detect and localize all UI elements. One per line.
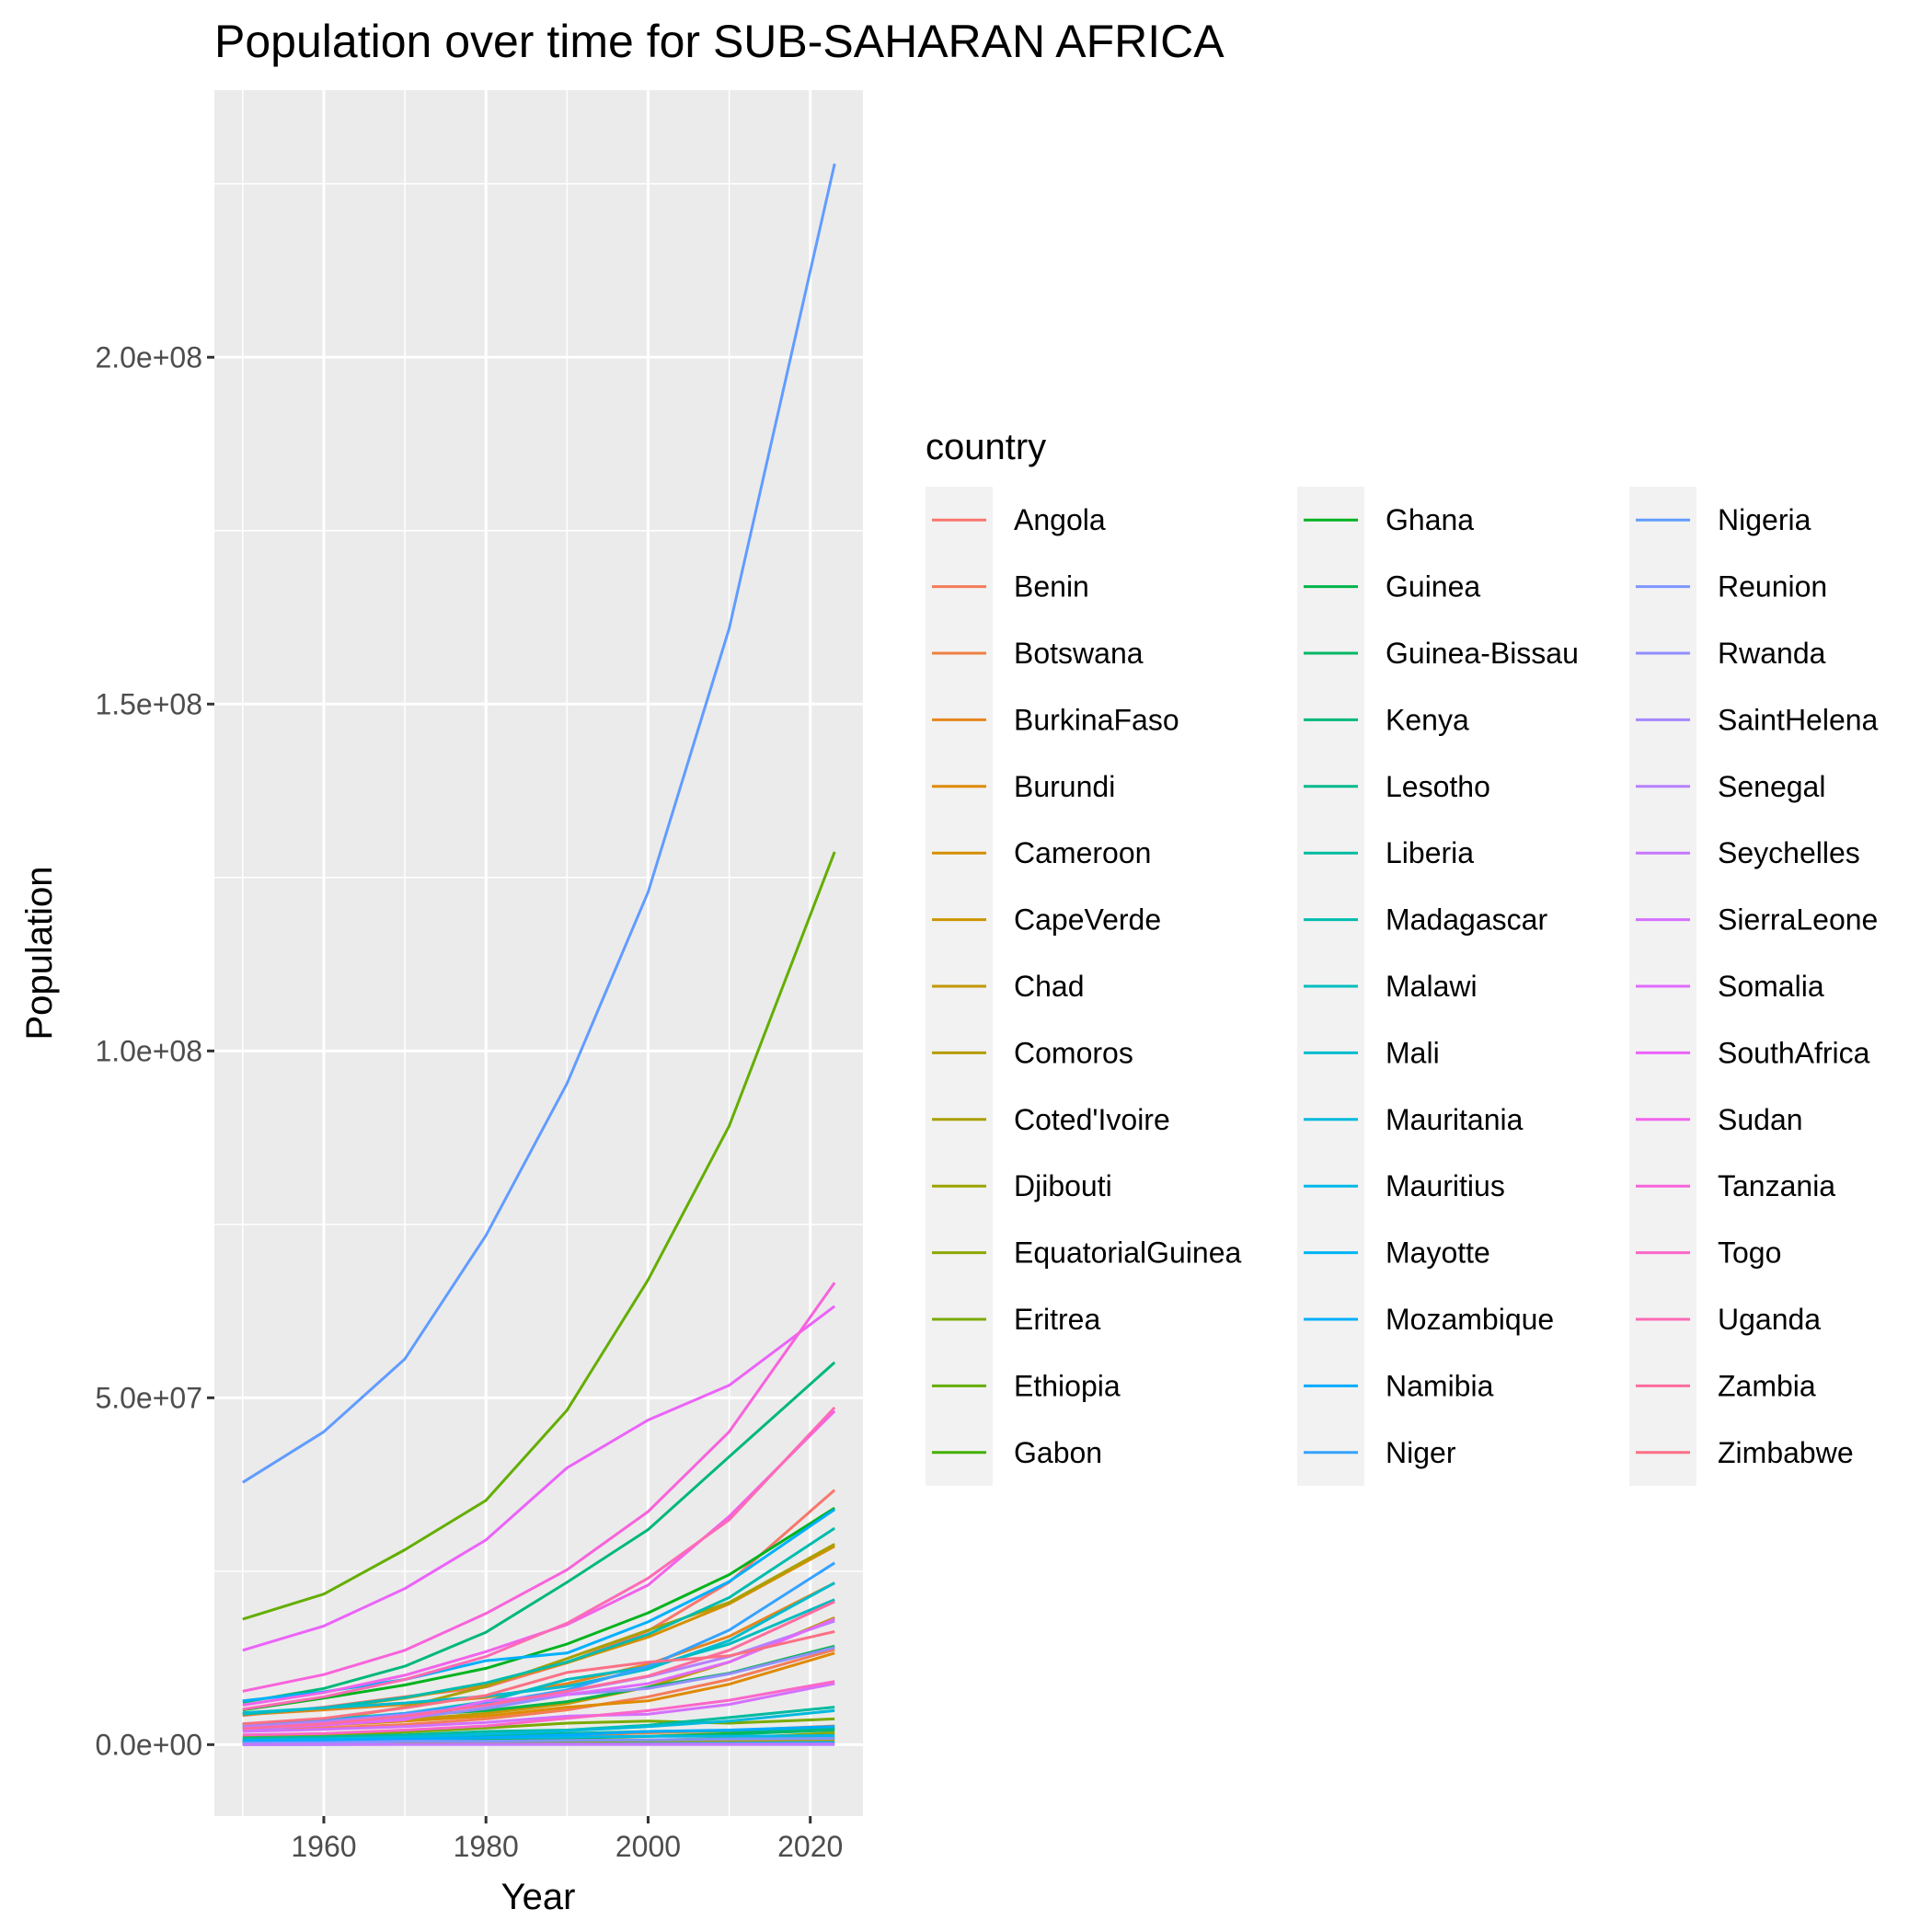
legend-label: Rwanda	[1718, 637, 1826, 670]
y-tick-label: 2.0e+08	[95, 340, 202, 374]
legend-label: Namibia	[1386, 1369, 1494, 1402]
y-tick-label: 1.0e+08	[95, 1034, 202, 1067]
legend-label: Sudan	[1718, 1103, 1803, 1136]
series-line	[242, 1682, 835, 1733]
legend-label: Reunion	[1718, 570, 1827, 604]
legend-label: Mozambique	[1386, 1303, 1554, 1336]
series-line	[242, 1361, 836, 1704]
legend-label: Liberia	[1386, 836, 1474, 869]
legend-label: Ghana	[1386, 503, 1474, 536]
legend-label: CapeVerde	[1014, 903, 1161, 937]
series-line	[242, 1742, 835, 1746]
legend-label: Comoros	[1014, 1036, 1133, 1069]
y-axis: 0.0e+00 5.0e+07 1.0e+08 1.5e+08 2.0e+08	[95, 340, 214, 1761]
legend-label: Togo	[1718, 1236, 1781, 1270]
series-line	[242, 1629, 835, 1726]
legend-label: BurkinaFaso	[1014, 703, 1179, 736]
x-tick-label: 2020	[777, 1830, 843, 1863]
legend-items: Angola Benin Botswana BurkinaFaso Burundi Cam…	[926, 487, 1879, 1486]
chart-title: Population over time for SUB-SAHARAN AFR…	[214, 16, 1225, 67]
legend-label: Mali	[1386, 1036, 1440, 1069]
legend-label: EquatorialGuinea	[1014, 1236, 1241, 1270]
legend-label: Chad	[1014, 970, 1085, 1003]
series-line	[242, 1581, 835, 1715]
legend-label: Ethiopia	[1014, 1369, 1121, 1402]
series-line	[242, 1706, 835, 1740]
legend-label: Zambia	[1718, 1369, 1816, 1402]
series-line	[242, 1648, 835, 1731]
legend-label: Djibouti	[1014, 1169, 1112, 1202]
legend-label: Burundi	[1014, 770, 1115, 803]
legend-label: Zimbabwe	[1718, 1436, 1854, 1469]
series-lines	[242, 163, 836, 1746]
series-line	[242, 1406, 836, 1711]
legend-label: Botswana	[1014, 637, 1144, 670]
legend-label: Kenya	[1386, 703, 1469, 736]
x-axis-title: Year	[501, 1877, 576, 1917]
legend-label: Nigeria	[1718, 503, 1811, 536]
x-tick-label: 1980	[454, 1830, 519, 1863]
series-line	[242, 1737, 835, 1745]
legend-label: Somalia	[1718, 970, 1824, 1003]
legend-label: Benin	[1014, 570, 1089, 604]
x-tick-label: 1960	[291, 1830, 356, 1863]
legend-label: Seychelles	[1718, 836, 1860, 869]
legend-label: Coted'Ivoire	[1014, 1103, 1170, 1136]
legend-label: Malawi	[1386, 970, 1478, 1003]
series-line	[242, 1600, 835, 1731]
series-line	[242, 1680, 835, 1737]
series-line	[242, 851, 836, 1621]
legend-label: SouthAfrica	[1718, 1036, 1870, 1069]
y-tick-label: 0.0e+00	[95, 1728, 202, 1761]
y-tick-label: 1.5e+08	[95, 687, 202, 720]
legend-label: Cameroon	[1014, 836, 1151, 869]
x-tick-label: 2000	[615, 1830, 681, 1863]
legend-label: Lesotho	[1386, 770, 1490, 803]
legend-label: Mayotte	[1386, 1236, 1490, 1270]
legend-label: SaintHelena	[1718, 703, 1879, 736]
legend-label: Eritrea	[1014, 1303, 1100, 1336]
series-line	[242, 163, 836, 1484]
legend-label: Mauritania	[1386, 1103, 1524, 1136]
series-line	[242, 1725, 835, 1743]
legend-label: Mauritius	[1386, 1169, 1505, 1202]
legend-label: Senegal	[1718, 770, 1825, 803]
legend-label: Guinea	[1386, 570, 1480, 604]
y-tick-label: 5.0e+07	[95, 1381, 202, 1414]
legend-label: Guinea-Bissau	[1386, 637, 1579, 670]
legend-title: country	[926, 427, 1046, 467]
y-axis-title: Population	[19, 866, 60, 1040]
legend-label: Gabon	[1014, 1436, 1102, 1469]
legend-label: Niger	[1386, 1436, 1456, 1469]
legend-label: Madagascar	[1386, 903, 1547, 937]
legend-label: Tanzania	[1718, 1169, 1835, 1202]
legend-label: SierraLeone	[1718, 903, 1878, 937]
series-line	[242, 1305, 836, 1652]
series-line	[242, 1282, 836, 1693]
legend-label: Angola	[1014, 503, 1106, 536]
legend: country Angola Benin Botswana BurkinaFaso Bu…	[926, 427, 1879, 1486]
legend-label: Uganda	[1718, 1303, 1821, 1336]
x-axis: 1960 1980 2000 2020	[291, 1816, 843, 1863]
